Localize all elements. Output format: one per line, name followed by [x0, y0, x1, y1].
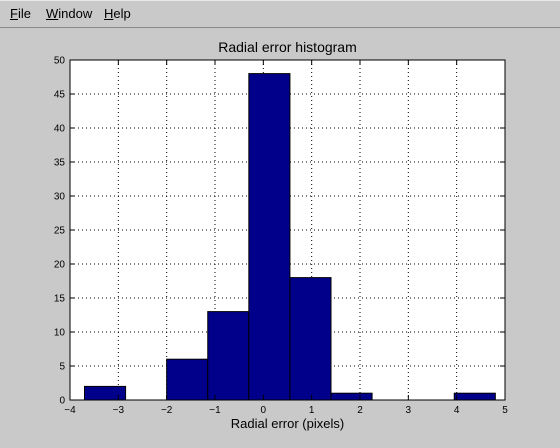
histogram-bar [330, 392, 373, 401]
y-tick-label: 5 [59, 362, 65, 373]
histogram-bar [166, 358, 209, 401]
x-tick-label: −3 [113, 405, 125, 416]
y-tick-label: 30 [54, 192, 66, 203]
y-tick-label: 20 [54, 260, 66, 271]
histogram-bar [84, 385, 127, 401]
y-tick-label: 25 [54, 226, 66, 237]
histogram-chart: −4 −3 −2 −1 0 1 2 3 4 505101520253035404550Radial… [54, 39, 508, 431]
x-tick-label: 2 [357, 405, 363, 416]
x-tick-label: −2 [161, 405, 173, 416]
y-tick-label: 50 [54, 56, 66, 67]
menu-bar: File Window Help [0, 0, 560, 28]
y-tick-label: 10 [54, 328, 66, 339]
histogram-bar [248, 73, 291, 401]
y-tick-label: 35 [54, 158, 66, 169]
menu-file[interactable]: File [10, 6, 31, 21]
x-tick-label: 0 [261, 405, 267, 416]
chart-title: Radial error histogram [218, 39, 357, 55]
y-tick-label: 15 [54, 294, 66, 305]
y-tick-label: 0 [59, 396, 65, 407]
x-tick-label: −1 [209, 405, 221, 416]
histogram-bar [453, 392, 496, 401]
x-tick-label: −4 [64, 405, 76, 416]
y-tick-label: 45 [54, 90, 66, 101]
histogram-bar [289, 277, 332, 401]
histogram-bar [207, 311, 250, 401]
axes: −4 −3 −2 −1 0 1 2 3 4 505101520253035404550Radial… [54, 39, 508, 431]
y-tick-label: 40 [54, 124, 66, 135]
x-tick-label: 3 [406, 405, 412, 416]
x-tick-label: 4 [454, 405, 460, 416]
x-tick-label: 1 [309, 405, 315, 416]
menu-help[interactable]: Help [104, 6, 131, 21]
menu-window[interactable]: Window [46, 6, 93, 21]
x-axis-label: Radial error (pixels) [231, 416, 344, 431]
x-tick-label: 5 [502, 405, 508, 416]
